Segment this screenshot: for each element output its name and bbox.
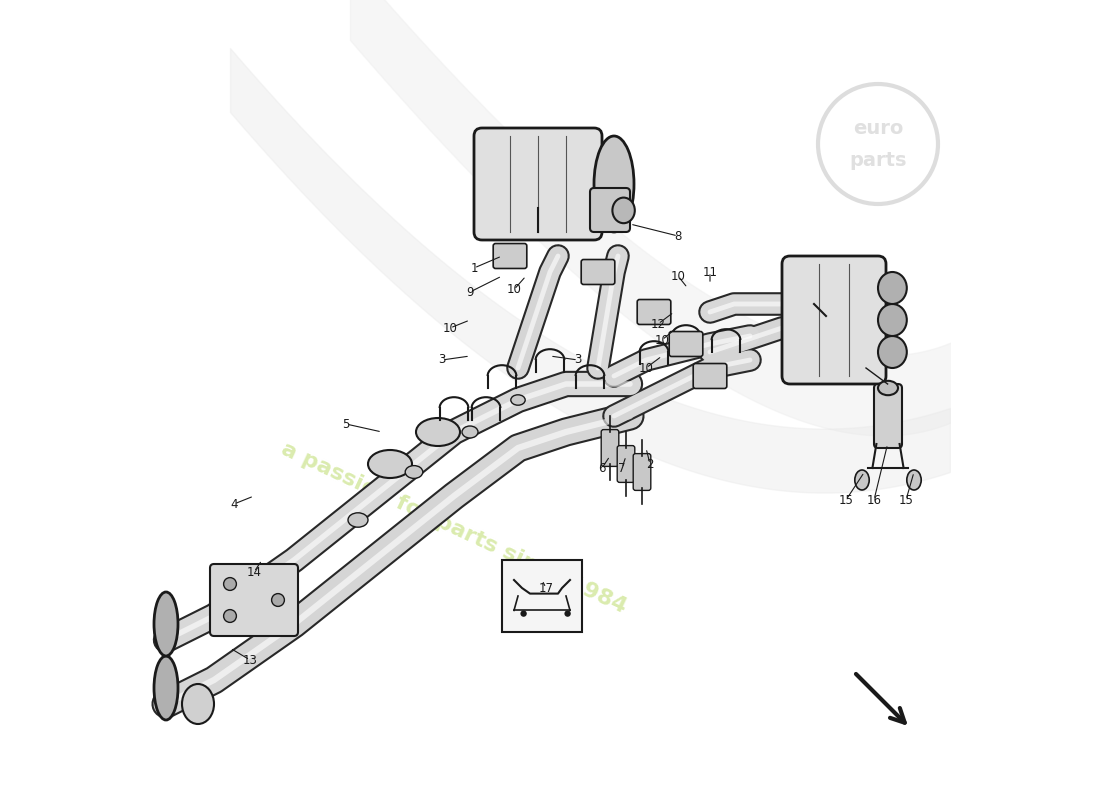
Ellipse shape	[878, 272, 906, 304]
Ellipse shape	[594, 136, 634, 232]
Text: 5: 5	[342, 418, 350, 430]
Text: 13: 13	[243, 654, 257, 666]
Ellipse shape	[368, 450, 412, 478]
Ellipse shape	[906, 470, 921, 490]
Text: 9: 9	[466, 286, 474, 298]
Text: 10: 10	[507, 283, 521, 296]
Text: euro: euro	[852, 118, 903, 138]
Ellipse shape	[878, 381, 898, 395]
Text: 16: 16	[867, 494, 881, 506]
FancyBboxPatch shape	[634, 454, 651, 490]
Text: 7: 7	[618, 462, 626, 474]
Ellipse shape	[613, 198, 635, 223]
Text: 3: 3	[574, 354, 582, 366]
Ellipse shape	[462, 426, 478, 438]
FancyBboxPatch shape	[493, 243, 527, 269]
Text: 6: 6	[598, 462, 606, 474]
Circle shape	[223, 610, 236, 622]
Ellipse shape	[855, 470, 869, 490]
Text: 10: 10	[671, 270, 685, 282]
Text: 8: 8	[674, 230, 682, 242]
Text: 12: 12	[650, 318, 666, 330]
Text: 4: 4	[230, 498, 238, 510]
FancyBboxPatch shape	[210, 564, 298, 636]
Text: 3: 3	[438, 354, 446, 366]
Text: 15: 15	[838, 494, 854, 506]
Ellipse shape	[405, 466, 422, 478]
FancyBboxPatch shape	[474, 128, 602, 240]
FancyBboxPatch shape	[590, 188, 630, 232]
Circle shape	[564, 610, 571, 617]
Text: 10: 10	[442, 322, 458, 334]
FancyBboxPatch shape	[617, 446, 635, 482]
FancyBboxPatch shape	[874, 384, 902, 448]
Text: 1: 1	[471, 262, 477, 274]
Ellipse shape	[510, 395, 525, 406]
Text: parts: parts	[849, 150, 906, 170]
Ellipse shape	[154, 592, 178, 656]
Text: 14: 14	[246, 566, 262, 578]
Text: 2: 2	[647, 458, 653, 470]
Text: 10: 10	[639, 362, 653, 374]
FancyBboxPatch shape	[669, 331, 703, 357]
Ellipse shape	[878, 336, 906, 368]
FancyBboxPatch shape	[693, 363, 727, 389]
Circle shape	[520, 610, 527, 617]
Ellipse shape	[416, 418, 460, 446]
Text: a passion for parts since 1984: a passion for parts since 1984	[278, 439, 630, 617]
FancyBboxPatch shape	[782, 256, 886, 384]
Ellipse shape	[154, 656, 178, 720]
Circle shape	[272, 594, 285, 606]
Ellipse shape	[348, 513, 369, 527]
FancyBboxPatch shape	[581, 259, 615, 285]
Text: 15: 15	[899, 494, 913, 506]
Text: 17: 17	[539, 582, 553, 594]
Ellipse shape	[878, 304, 906, 336]
Ellipse shape	[182, 684, 214, 724]
Text: 10: 10	[654, 334, 670, 346]
Text: 11: 11	[703, 266, 717, 278]
FancyBboxPatch shape	[602, 430, 619, 466]
FancyBboxPatch shape	[502, 560, 582, 632]
FancyBboxPatch shape	[637, 299, 671, 325]
Circle shape	[223, 578, 236, 590]
